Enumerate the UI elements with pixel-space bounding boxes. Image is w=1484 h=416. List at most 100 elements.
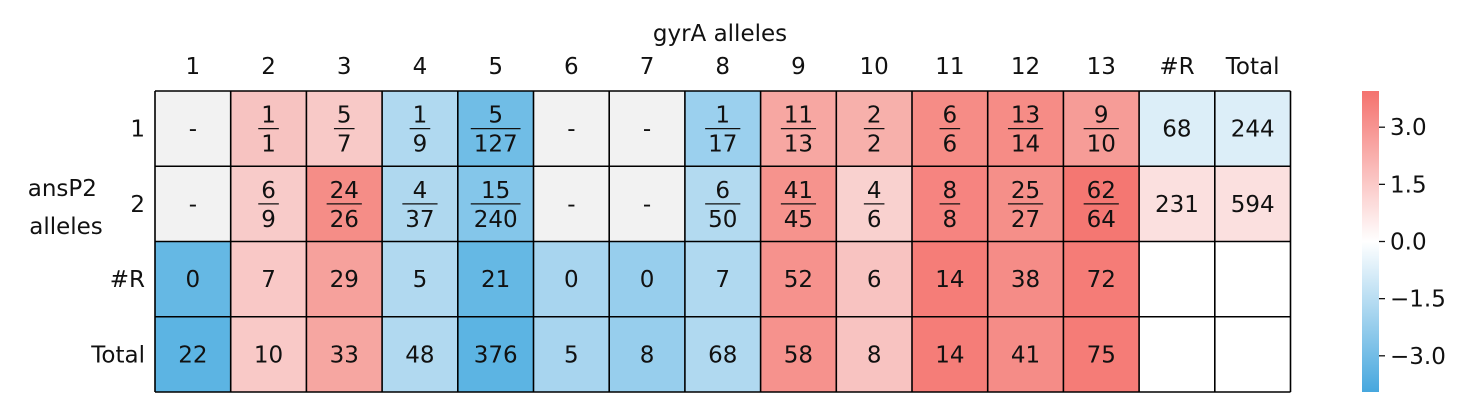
cell-denominator: 27: [1011, 207, 1040, 233]
cell-value: 21: [481, 267, 510, 293]
heatmap-cell: [836, 241, 912, 317]
colorbar-ticks: 3.0 1.5 0.0 −1.5 −3.0: [1379, 115, 1446, 370]
cell-denominator: 9: [261, 207, 276, 233]
heatmap-cell: [609, 316, 685, 392]
x-tick-label: 1: [186, 54, 201, 80]
x-tick-label: 12: [1011, 54, 1040, 80]
cell-numerator: 4: [413, 178, 428, 204]
cell-denominator: 13: [784, 132, 813, 158]
cell-denominator: 26: [330, 207, 359, 233]
cell-value: 8: [867, 342, 882, 368]
cell-value: 68: [708, 342, 737, 368]
heatmap-cell: [609, 91, 685, 167]
heatmap-cell: [533, 166, 610, 242]
heatmap-cell: [1214, 316, 1291, 392]
cell-numerator: 4: [867, 178, 882, 204]
cell-numerator: 6: [715, 178, 730, 204]
y-tick-label: 1: [130, 117, 145, 143]
heatmap-cell: [533, 241, 610, 317]
cell-denominator: 14: [1011, 132, 1040, 158]
y-axis-title-line: ansP2: [28, 176, 97, 202]
x-tick-labels: 1 2 3 4 5 6 7 8 9 10 11 12 13 #R Total: [186, 54, 1280, 80]
heatmap-cell: [684, 241, 761, 317]
cell-value: 244: [1231, 117, 1275, 143]
cell-numerator: 1: [413, 103, 428, 129]
cell-value: 14: [935, 342, 964, 368]
cell-numerator: 15: [481, 178, 510, 204]
heatmap-cell: [230, 316, 307, 392]
colorbar-tick-label: −1.5: [1390, 287, 1446, 313]
cell-value: -: [189, 117, 197, 143]
heatmap-cell: [382, 241, 458, 317]
heatmap-cell: [1063, 241, 1140, 317]
cell-value: 48: [405, 342, 434, 368]
heatmap-cell: [609, 241, 685, 317]
cell-denominator: 45: [784, 207, 813, 233]
x-tick-label: 9: [791, 54, 806, 80]
cell-denominator: 64: [1087, 207, 1116, 233]
cell-value: -: [643, 117, 651, 143]
cell-value: 0: [186, 267, 201, 293]
cell-denominator: 7: [337, 132, 352, 158]
heatmap-cell: [1063, 316, 1140, 392]
cell-value: 33: [330, 342, 359, 368]
cell-value: 231: [1155, 192, 1199, 218]
cell-numerator: 25: [1011, 178, 1040, 204]
colorbar-tick-label: 3.0: [1390, 115, 1427, 141]
y-tick-labels: 1 2 #R Total: [90, 117, 145, 369]
cell-denominator: 6: [867, 207, 882, 233]
heatmap-cell: [1139, 316, 1215, 392]
heatmap-cell: [1214, 241, 1291, 317]
cell-value: 0: [564, 267, 579, 293]
heatmap-cell: [457, 241, 534, 317]
heatmap-cell: [912, 316, 988, 392]
heatmap-cell: [609, 166, 685, 242]
colorbar-tick-label: 1.5: [1390, 172, 1427, 198]
cell-numerator: 2: [867, 103, 882, 129]
cell-denominator: 127: [474, 132, 518, 158]
y-axis-title-line: alleles: [29, 214, 103, 240]
cell-numerator: 1: [715, 103, 730, 129]
x-tick-label: 3: [337, 54, 352, 80]
cell-numerator: 5: [337, 103, 352, 129]
y-tick-label: #R: [110, 267, 145, 293]
y-tick-label: 2: [130, 192, 145, 218]
heatmap-cell: [155, 316, 231, 392]
cell-denominator: 240: [474, 207, 518, 233]
cell-numerator: 24: [330, 178, 359, 204]
cell-value: 6: [867, 267, 882, 293]
cell-value: 7: [261, 267, 276, 293]
cell-numerator: 9: [1094, 103, 1109, 129]
cell-numerator: 6: [943, 103, 958, 129]
heatmap-cell: [1214, 91, 1291, 167]
cell-numerator: 41: [784, 178, 813, 204]
cell-value: 10: [254, 342, 283, 368]
cell-value: 0: [640, 267, 655, 293]
cell-value: 75: [1087, 342, 1116, 368]
cell-denominator: 6: [943, 132, 958, 158]
cell-numerator: 6: [261, 178, 276, 204]
heatmap-cell: [760, 316, 837, 392]
x-tick-label: 7: [640, 54, 655, 80]
heatmap-gridlines: [154, 90, 1292, 393]
cell-value: 376: [474, 342, 518, 368]
cell-numerator: 62: [1087, 178, 1116, 204]
heatmap-cell: [987, 241, 1064, 317]
heatmap-cell: [382, 316, 458, 392]
cell-numerator: 5: [488, 103, 503, 129]
cell-denominator: 37: [405, 207, 434, 233]
heatmap-cell: [684, 316, 761, 392]
heatmap-cell: [1139, 241, 1215, 317]
cell-denominator: 9: [413, 132, 428, 158]
heatmap-cell: [155, 241, 231, 317]
cell-value: 41: [1011, 342, 1040, 368]
heatmap-cell: [306, 316, 383, 392]
cell-value: -: [643, 192, 651, 218]
cell-value: 14: [935, 267, 964, 293]
cell-numerator: 13: [1011, 103, 1040, 129]
cell-numerator: 1: [261, 103, 276, 129]
x-tick-label: 5: [488, 54, 503, 80]
cell-value: 5: [564, 342, 579, 368]
